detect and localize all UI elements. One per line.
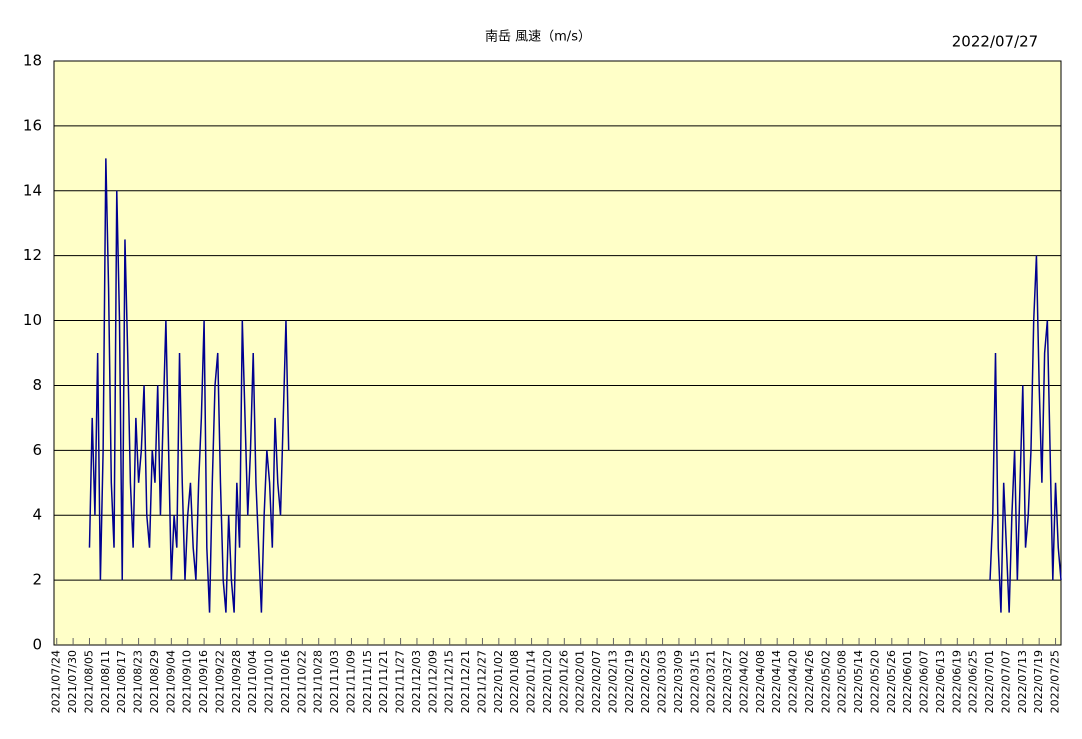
y-tick-label: 16 [23,116,42,134]
x-tick-label: 2022/04/26 [803,650,816,713]
x-tick-label: 2021/08/11 [99,650,112,713]
x-tick-label: 2022/07/07 [999,650,1012,713]
x-tick-label: 2022/03/21 [705,650,718,713]
x-tick-label: 2022/06/01 [901,650,914,713]
x-tick-label: 2022/04/14 [770,650,783,713]
x-tick-label: 2022/04/08 [754,650,767,713]
x-tick-label: 2021/09/10 [181,650,194,713]
x-tick-label: 2022/01/14 [525,650,538,713]
x-tick-label: 2021/11/03 [328,650,341,713]
x-tick-label: 2022/05/26 [885,650,898,713]
x-tick-label: 2021/12/09 [426,650,439,713]
chart-title: 南岳 風速（m/s） [485,29,591,45]
x-tick-label: 2022/04/20 [787,650,800,713]
y-tick-label: 8 [32,376,42,394]
wind-line [88,158,1062,613]
x-tick-label: 2021/08/29 [148,650,161,713]
x-tick-label: 2022/07/19 [1032,650,1045,713]
x-tick-label: 2021/12/27 [475,650,488,713]
x-tick-label: 2021/11/27 [394,650,407,713]
x-tick-label: 2021/07/24 [50,650,63,713]
x-tick-label: 2022/05/08 [836,650,849,713]
x-tick-label: 2022/06/19 [950,650,963,713]
x-tick-label: 2022/03/09 [672,650,685,713]
x-tick-label: 2022/07/01 [983,650,996,713]
x-tick-label: 2021/12/03 [410,650,423,713]
x-tick-label: 2022/06/13 [934,650,947,713]
x-tick-label: 2021/07/30 [66,650,79,713]
x-tick-label: 2022/02/13 [606,650,619,713]
x-tick-label: 2022/01/26 [557,650,570,713]
x-tick-label: 2021/12/15 [443,650,456,713]
x-tick-label: 2022/03/27 [721,650,734,713]
y-tick-label: 0 [32,636,42,654]
x-tick-label: 2021/11/21 [377,650,390,713]
x-tick-label: 2021/08/23 [132,650,145,713]
x-tick-label: 2021/09/04 [164,650,177,713]
x-tick-label: 2021/09/22 [213,650,226,713]
x-tick-label: 2021/12/21 [459,650,472,713]
x-tick-label: 2021/10/28 [312,650,325,713]
date-label: 2022/07/27 [952,33,1038,51]
y-tick-label: 12 [23,246,42,264]
x-tick-label: 2022/02/19 [623,650,636,713]
x-tick-label: 2022/01/20 [541,650,554,713]
x-tick-label: 2021/08/17 [115,650,128,713]
y-tick-label: 2 [32,571,42,589]
x-tick-label: 2021/10/10 [263,650,276,713]
x-tick-label: 2021/10/22 [295,650,308,713]
x-tick-label: 2021/10/04 [246,650,259,713]
y-tick-label: 6 [32,441,42,459]
y-tick-label: 14 [23,181,42,199]
x-tick-label: 2022/03/03 [656,650,669,713]
x-tick-label: 2022/05/14 [852,650,865,713]
x-tick-label: 2022/04/02 [737,650,750,713]
x-tick-label: 2022/01/02 [492,650,505,713]
x-tick-label: 2022/05/20 [868,650,881,713]
x-tick-label: 2022/02/01 [574,650,587,713]
x-tick-label: 2021/08/05 [82,650,95,713]
x-tick-label: 2021/09/28 [230,650,243,713]
x-tick-label: 2022/06/07 [918,650,931,713]
x-tick-label: 2022/06/25 [967,650,980,713]
x-tick-label: 2022/03/15 [688,650,701,713]
x-tick-label: 2022/02/07 [590,650,603,713]
y-tick-label: 18 [23,52,42,70]
x-tick-label: 2022/02/25 [639,650,652,713]
x-tick-label: 2022/07/13 [1016,650,1029,713]
x-tick-label: 2022/01/08 [508,650,521,713]
x-tick-label: 2021/11/09 [344,650,357,713]
x-tick-label: 2021/11/15 [361,650,374,713]
y-tick-label: 4 [32,506,42,524]
x-tick-label: 2021/09/16 [197,650,210,713]
x-tick-label: 2022/07/25 [1049,650,1062,713]
x-tick-label: 2022/05/02 [819,650,832,713]
x-tick-label: 2021/10/16 [279,650,292,713]
y-tick-label: 10 [23,311,42,329]
